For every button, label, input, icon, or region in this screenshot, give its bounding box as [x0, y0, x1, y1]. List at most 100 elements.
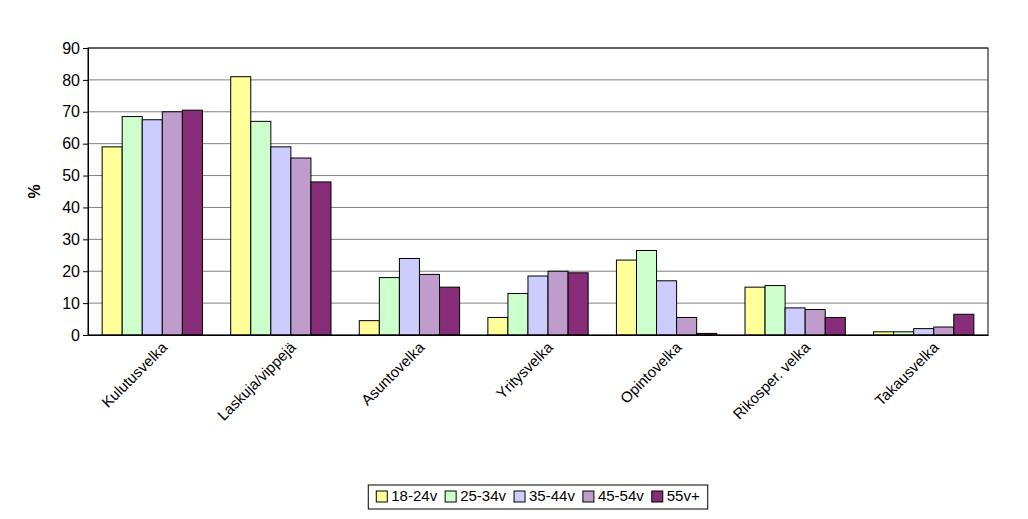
legend-swatch — [583, 491, 594, 502]
tick: 80 — [62, 72, 88, 89]
bar — [162, 112, 182, 335]
tick: Opintovelka — [617, 335, 685, 407]
tick: 10 — [62, 295, 88, 312]
plot-frame — [88, 48, 988, 335]
tick: Yritysvelka — [493, 335, 557, 402]
tick: Takausvelka — [871, 335, 942, 409]
bar — [825, 317, 845, 335]
tick-mark — [83, 48, 88, 49]
legend-label: 25-34v — [460, 487, 506, 504]
plot: 0 10 20 30 40 50 60 70 80 90 Kulutusvelka Laskuja/v… — [62, 40, 988, 424]
axis-line — [83, 49, 89, 336]
bar — [548, 271, 568, 335]
bar — [102, 147, 122, 335]
bar — [419, 274, 439, 335]
bar — [359, 321, 379, 335]
tick-label: 50 — [62, 167, 80, 184]
tick-label: Laskuja/vippejä — [214, 338, 300, 424]
bar — [142, 120, 162, 335]
tick-label: 80 — [62, 72, 80, 89]
bar — [508, 294, 528, 335]
y-axis: 0 10 20 30 40 50 60 70 80 90 — [62, 40, 88, 344]
legend-label: 18-24v — [391, 487, 437, 504]
legend: 18-24v 25-34v 35-44v 45-54v 55v+ — [368, 485, 707, 509]
tick-mark — [83, 303, 88, 304]
tick-label: 60 — [62, 135, 80, 152]
tick-mark — [83, 207, 88, 208]
legend-item: 25-34v — [445, 487, 506, 504]
grid-line — [88, 207, 988, 208]
grid-line — [88, 175, 988, 176]
tick-mark — [83, 176, 88, 177]
axis-line — [89, 335, 989, 336]
legend-swatch — [445, 491, 456, 502]
bar — [677, 317, 697, 335]
bars — [102, 77, 974, 335]
bar — [657, 281, 677, 335]
tick-mark — [83, 239, 88, 240]
tick-label: 30 — [62, 231, 80, 248]
tick: Rikosper. velka — [729, 335, 813, 422]
tick: Kulutusvelka — [98, 335, 171, 411]
tick-mark — [83, 335, 88, 336]
bar — [805, 309, 825, 335]
grid-line — [88, 143, 988, 144]
legend-swatch — [514, 491, 525, 502]
tick-mark — [83, 80, 88, 81]
tick-label: Rikosper. velka — [729, 338, 813, 422]
tick: 50 — [62, 167, 88, 184]
legend-label: 35-44v — [529, 487, 575, 504]
bar — [182, 110, 202, 335]
tick-label: 40 — [62, 199, 80, 216]
bar — [399, 258, 419, 335]
bar — [568, 273, 588, 335]
tick: 70 — [62, 103, 88, 120]
tick-label: 0 — [71, 327, 80, 344]
grid-line — [88, 239, 988, 240]
bar — [271, 147, 291, 335]
grid-line — [88, 271, 988, 272]
legend-item: 45-54v — [583, 487, 644, 504]
bar — [440, 287, 460, 335]
tick-label: Yritysvelka — [493, 338, 557, 402]
tick: 30 — [62, 231, 88, 248]
chart: 0 10 20 30 40 50 60 70 80 90 Kulutusvelka Laskuja/v… — [0, 0, 1028, 519]
bar — [231, 77, 251, 335]
bar — [934, 327, 954, 335]
tick-label: 90 — [62, 40, 80, 57]
tick-label: Asuntovelka — [358, 338, 428, 408]
grid — [88, 48, 988, 335]
tick: Asuntovelka — [358, 335, 428, 408]
bar — [636, 250, 656, 335]
tick-label: Takausvelka — [871, 338, 942, 409]
tick-mark — [83, 112, 88, 113]
tick: Laskuja/vippejä — [214, 335, 300, 424]
tick: 0 — [71, 327, 88, 344]
grid-line — [88, 79, 988, 80]
tick-mark — [83, 144, 88, 145]
bar — [616, 260, 636, 335]
bar — [291, 158, 311, 335]
legend-swatch — [652, 491, 663, 502]
x-axis: Kulutusvelka Laskuja/vippejä Asuntovelka Yr… — [89, 335, 989, 424]
bar — [122, 117, 142, 335]
tick: 40 — [62, 199, 88, 216]
tick: 20 — [62, 263, 88, 280]
legend-swatch — [376, 491, 387, 502]
tick-label: Opintovelka — [617, 338, 685, 406]
legend-label: 45-54v — [598, 487, 644, 504]
legend-label: 55v+ — [667, 487, 700, 504]
axis-title: % — [26, 184, 43, 198]
tick: 60 — [62, 135, 88, 152]
bar — [785, 308, 805, 335]
bar — [745, 287, 765, 335]
tick-mark — [83, 271, 88, 272]
bar — [311, 182, 331, 335]
bar — [379, 278, 399, 335]
bar — [488, 317, 508, 335]
grid-line — [88, 111, 988, 112]
legend-item: 55v+ — [652, 487, 700, 504]
bar — [251, 121, 271, 335]
tick-label: 20 — [62, 263, 80, 280]
bar — [528, 276, 548, 335]
